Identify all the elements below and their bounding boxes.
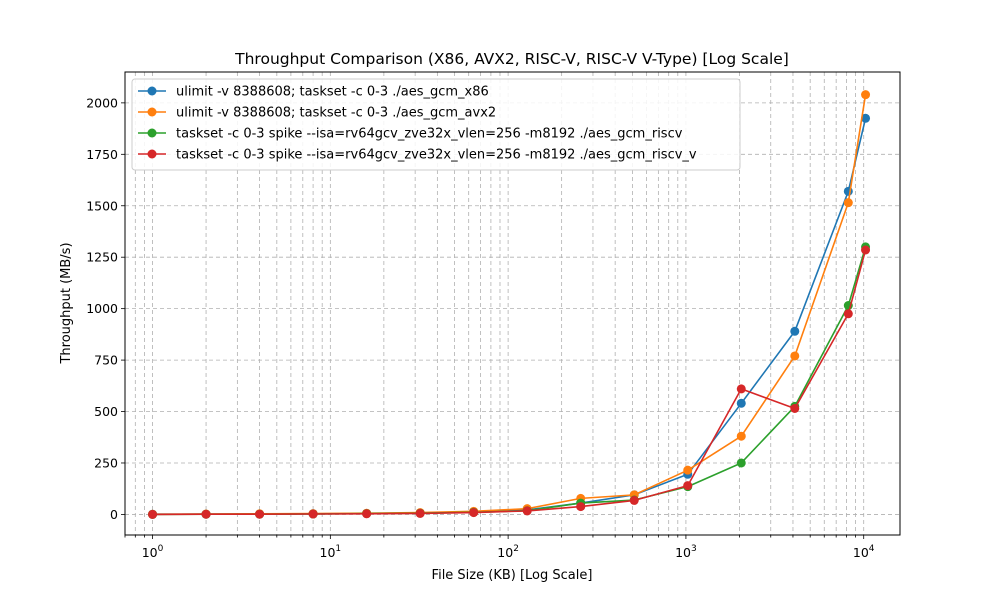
data-point <box>683 481 693 491</box>
data-point <box>790 351 800 361</box>
data-point <box>362 509 372 519</box>
legend-label: ulimit -v 8388608; taskset -c 0-3 ./aes_… <box>176 85 489 100</box>
data-point <box>629 495 639 505</box>
data-point <box>255 509 265 519</box>
data-point <box>469 508 479 518</box>
legend-swatch-marker <box>147 107 157 117</box>
y-axis-label: Throughput (MB/s) <box>59 242 74 364</box>
x-tick-base: 10 <box>320 545 336 560</box>
y-tick-label: 250 <box>94 455 118 470</box>
data-point <box>736 398 746 408</box>
x-tick-base: 10 <box>853 545 869 560</box>
x-tick-base: 10 <box>497 545 513 560</box>
data-point <box>148 509 158 519</box>
series-layer <box>148 90 871 519</box>
data-point <box>861 245 871 255</box>
legend-label: taskset -c 0-3 spike --isa=rv64gcv_zve32… <box>176 127 683 142</box>
legend: ulimit -v 8388608; taskset -c 0-3 ./aes_… <box>131 78 741 171</box>
legend-item: taskset -c 0-3 spike --isa=rv64gcv_zve32… <box>138 148 697 163</box>
x-tick-exponent: 1 <box>335 544 341 554</box>
x-tick-exponent: 2 <box>513 544 519 554</box>
data-point <box>522 506 532 516</box>
x-axis-ticks: 100 101 102 103 104 <box>124 535 875 560</box>
data-point <box>736 431 746 441</box>
x-tick-label: 101 <box>320 544 342 560</box>
x-axis-label: File Size (KB) [Log Scale] <box>432 568 593 583</box>
legend-swatch-marker <box>147 86 157 96</box>
data-point <box>843 198 853 208</box>
x-tick-base: 10 <box>142 545 158 560</box>
y-tick-label: 1250 <box>86 250 118 265</box>
y-tick-label: 750 <box>94 353 118 368</box>
data-point <box>415 508 425 518</box>
y-tick-label: 1000 <box>86 301 118 316</box>
legend-label: taskset -c 0-3 spike --isa=rv64gcv_zve32… <box>176 148 697 163</box>
legend-box <box>131 78 741 171</box>
data-point <box>790 326 800 336</box>
data-point <box>736 458 746 468</box>
data-point <box>843 186 853 196</box>
x-tick-label: 102 <box>497 544 519 560</box>
legend-label: ulimit -v 8388608; taskset -c 0-3 ./aes_… <box>176 106 496 121</box>
legend-swatch-marker <box>147 128 157 138</box>
legend-swatch-marker <box>147 149 157 159</box>
data-point <box>683 465 693 475</box>
y-tick-label: 1500 <box>86 198 118 213</box>
y-tick-label: 1750 <box>86 147 118 162</box>
x-tick-label: 100 <box>142 544 164 560</box>
y-tick-label: 500 <box>94 404 118 419</box>
x-tick-exponent: 0 <box>158 544 164 554</box>
series-4 <box>148 245 871 519</box>
legend-item: ulimit -v 8388608; taskset -c 0-3 ./aes_… <box>138 85 489 100</box>
data-point <box>201 509 211 519</box>
x-tick-base: 10 <box>675 545 691 560</box>
data-point <box>790 403 800 413</box>
y-axis-ticks: 0 250 500 750 1000 1250 1500 1750 2000 <box>86 95 125 522</box>
legend-item: ulimit -v 8388608; taskset -c 0-3 ./aes_… <box>138 106 496 121</box>
x-tick-exponent: 4 <box>869 544 875 554</box>
x-tick-exponent: 3 <box>691 544 697 554</box>
data-point <box>736 384 746 394</box>
chart-title: Throughput Comparison (X86, AVX2, RISC-V… <box>234 50 789 68</box>
x-tick-label: 104 <box>853 544 875 560</box>
data-point <box>861 90 871 100</box>
data-point <box>843 309 853 319</box>
plot-frame <box>124 71 901 536</box>
y-tick-label: 2000 <box>86 95 118 110</box>
legend-item: taskset -c 0-3 spike --isa=rv64gcv_zve32… <box>138 127 683 142</box>
data-point <box>576 502 586 512</box>
y-tick-label: 0 <box>110 507 118 522</box>
data-point <box>861 113 871 123</box>
x-tick-label: 103 <box>675 544 697 560</box>
data-point <box>308 509 318 519</box>
